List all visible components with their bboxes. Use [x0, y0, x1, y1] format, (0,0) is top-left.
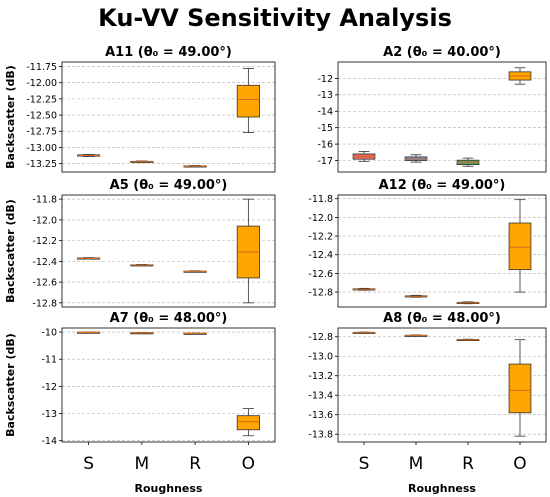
y-tick-label: -12.0 — [308, 213, 333, 224]
y-tick-label: -12.8 — [308, 287, 333, 298]
y-tick-label: -13.6 — [308, 410, 333, 421]
panel-title: A5 (θ₀ = 49.00°) — [110, 178, 228, 193]
y-tick-label: -10 — [41, 327, 57, 338]
box-R — [183, 165, 207, 168]
figure-title: Ku-VV Sensitivity Analysis — [98, 4, 452, 32]
y-tick-label: -11 — [41, 355, 57, 366]
panel-title: A7 (θ₀ = 48.00°) — [110, 311, 228, 326]
box-body — [508, 363, 532, 414]
x-tick-label: R — [462, 454, 474, 474]
chart-panel-6: -13.8 -13.6 -13.4 -13.2 -13.0 -12.8 A8 (θ₀ = 4… — [308, 311, 547, 495]
x-tick-label: S — [359, 454, 370, 474]
y-tick-label: -12 — [41, 382, 57, 393]
y-tick-label: -12.50 — [26, 110, 57, 121]
box-S — [77, 257, 101, 260]
box-R — [183, 332, 207, 335]
x-tick-label: M — [409, 454, 424, 474]
y-tick-label: -12.6 — [32, 278, 57, 289]
box-body — [236, 84, 260, 118]
y-tick-label: -13.00 — [26, 143, 57, 154]
box-S — [352, 287, 376, 291]
chart-panel-5: -14 -13 -12 -11 -10 A7 (θ₀ = 48.00°) Backscatt… — [4, 311, 276, 495]
plot-frame — [61, 61, 276, 173]
y-tick-label: -13.2 — [308, 371, 333, 382]
y-tick-label: -12.2 — [32, 236, 57, 247]
y-tick-label: -12.0 — [32, 215, 57, 226]
y-tick-label: -11.8 — [308, 194, 333, 205]
y-tick-label: -13.4 — [308, 391, 333, 402]
y-tick-label: -13.8 — [308, 430, 333, 441]
box-body — [236, 415, 260, 431]
box-S — [352, 151, 376, 162]
x-tick-label: M — [135, 454, 150, 474]
panel-title: A8 (θ₀ = 48.00°) — [383, 311, 501, 326]
chart-panel-2: -17 -16 -15 -14 -13 -12 A2 (θ₀ = 40.00°) — [317, 45, 547, 173]
box-O — [508, 339, 532, 437]
box-body — [508, 222, 532, 271]
chart-panel-3: -12.8 -12.6 -12.4 -12.2 -12.0 -11.8 A5 (θ₀ = 4… — [4, 178, 276, 309]
x-tick-label: O — [513, 454, 526, 474]
panel-title: A2 (θ₀ = 40.00°) — [383, 45, 501, 60]
y-axis-label: Backscatter (dB) — [4, 65, 17, 169]
box-R — [183, 270, 207, 273]
plot-frame — [61, 327, 276, 443]
box-M — [404, 154, 428, 163]
box-S — [77, 154, 101, 157]
y-tick-label: -12.8 — [32, 298, 57, 309]
box-R — [456, 338, 480, 341]
y-tick-label: -13 — [41, 409, 57, 420]
panel-title: A11 (θ₀ = 49.00°) — [105, 45, 232, 60]
y-tick-label: -12.75 — [26, 127, 57, 138]
y-tick-label: -15 — [317, 123, 333, 134]
box-O — [236, 198, 260, 304]
y-tick-label: -16 — [317, 139, 333, 150]
y-tick-label: -12.00 — [26, 78, 57, 89]
y-tick-label: -12.4 — [308, 250, 333, 261]
box-M — [404, 334, 428, 337]
plot-frame — [337, 194, 547, 308]
x-axis-label: Roughness — [135, 482, 203, 495]
y-tick-label: -14 — [317, 107, 333, 118]
y-tick-label: -12.8 — [308, 332, 333, 343]
y-tick-label: -12.2 — [308, 231, 333, 242]
y-axis-label: Backscatter (dB) — [4, 199, 17, 303]
box-R — [456, 157, 480, 167]
plot-frame — [337, 327, 547, 443]
chart-panel-1: -13.25 -13.00 -12.75 -12.50 -12.25 -12.00 -11.… — [4, 45, 276, 173]
y-tick-label: -12.6 — [308, 269, 333, 280]
box-M — [130, 264, 154, 267]
box-M — [130, 160, 154, 163]
y-tick-label: -13.25 — [26, 159, 57, 170]
y-tick-label: -12.4 — [32, 257, 57, 268]
y-tick-label: -12.25 — [26, 94, 57, 105]
box-O — [236, 68, 260, 133]
box-O — [236, 408, 260, 437]
y-tick-label: -17 — [317, 156, 333, 167]
plot-frame — [337, 61, 547, 173]
box-M — [130, 332, 154, 335]
x-tick-label: S — [83, 454, 94, 474]
y-tick-label: -14 — [41, 436, 57, 447]
box-S — [77, 331, 101, 334]
box-M — [404, 294, 428, 298]
box-O — [508, 67, 532, 85]
y-axis-label: Backscatter (dB) — [4, 333, 17, 437]
plot-frame — [61, 194, 276, 308]
chart-panel-4: -12.8 -12.6 -12.4 -12.2 -12.0 -11.8 A12 (θ₀ = … — [308, 178, 547, 308]
y-tick-label: -13.0 — [308, 352, 333, 363]
x-axis-label: Roughness — [408, 482, 476, 495]
y-tick-label: -11.8 — [32, 195, 57, 206]
y-tick-label: -12 — [317, 74, 333, 85]
x-tick-label: O — [242, 454, 255, 474]
box-O — [508, 199, 532, 293]
panel-title: A12 (θ₀ = 49.00°) — [379, 178, 506, 193]
y-tick-label: -11.75 — [26, 62, 57, 73]
box-S — [352, 331, 376, 334]
y-tick-label: -13 — [317, 90, 333, 101]
box-R — [456, 301, 480, 305]
x-tick-label: R — [189, 454, 201, 474]
